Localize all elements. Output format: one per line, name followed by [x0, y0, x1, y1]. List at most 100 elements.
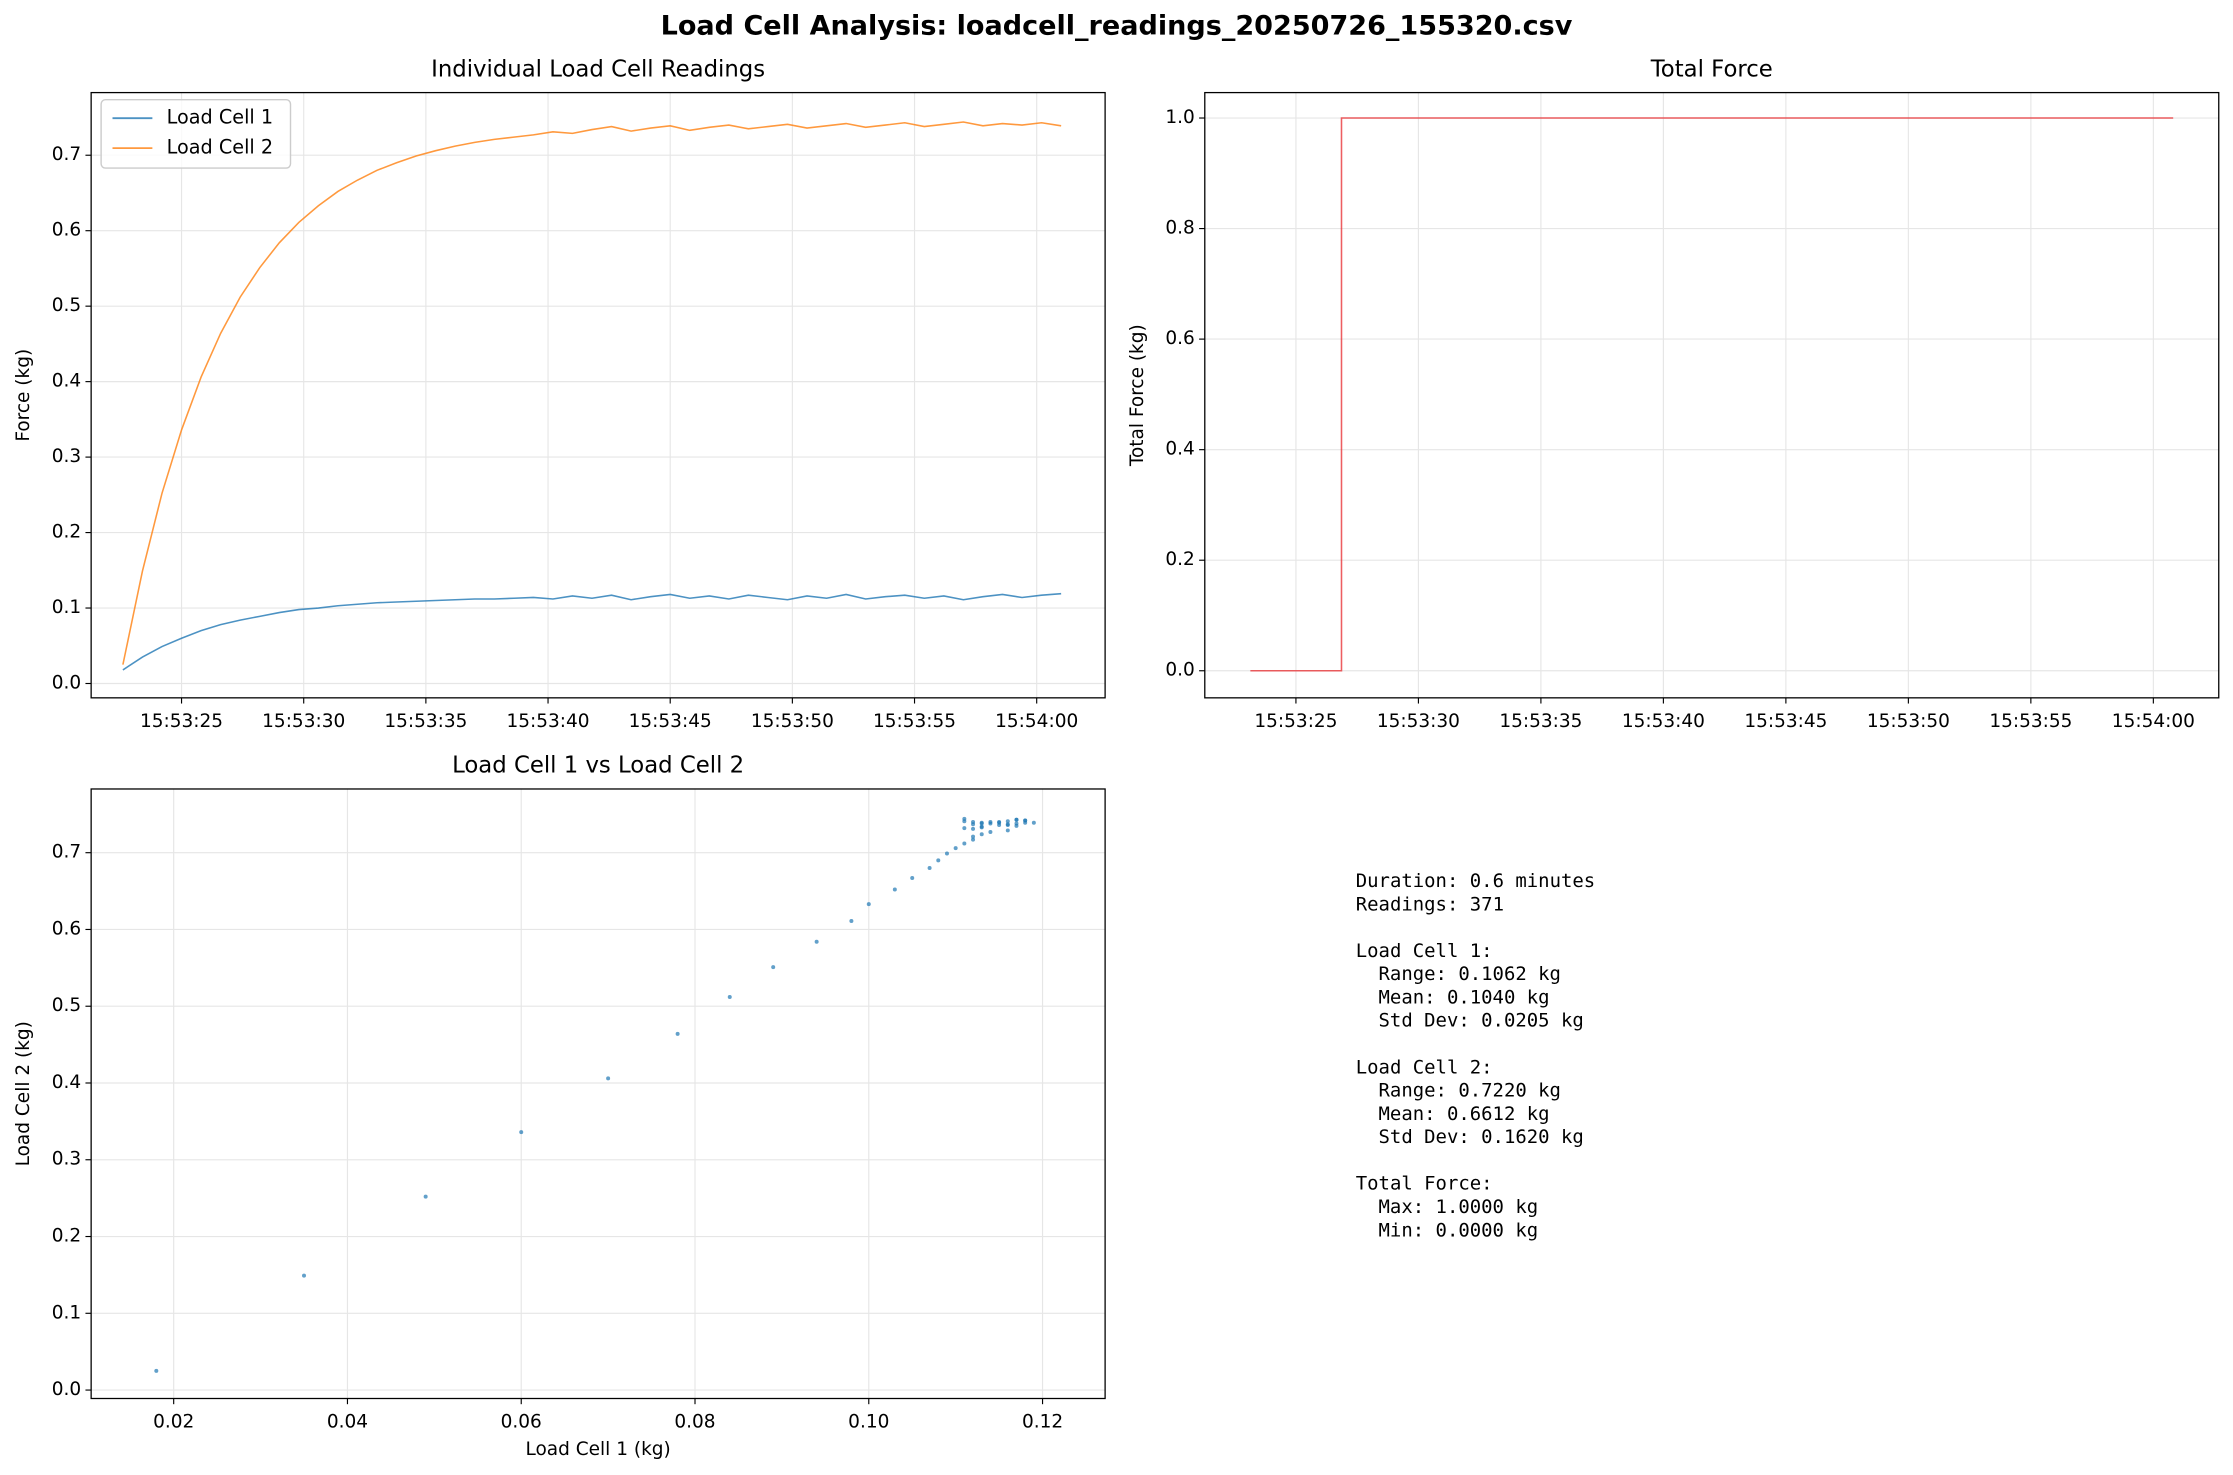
x-tick-label: 15:53:55 [1989, 711, 2072, 732]
y-tick-label: 0.4 [1165, 439, 1194, 460]
scatter-point [519, 1130, 524, 1135]
x-tick-label: 15:53:55 [873, 711, 956, 732]
scatter-point [1031, 820, 1036, 825]
stats-line: Mean: 0.1040 kg [1379, 986, 1550, 1008]
chart-title: Individual Load Cell Readings [431, 56, 765, 82]
scatter-point [1005, 823, 1010, 828]
scatter-point [302, 1273, 307, 1278]
x-tick-label: 15:54:00 [995, 711, 1078, 732]
scatter-point [979, 825, 984, 830]
y-tick-label: 0.4 [52, 1072, 81, 1093]
y-tick-label: 1.0 [1165, 107, 1194, 128]
y-tick-label: 0.5 [52, 295, 81, 316]
legend-box [100, 99, 292, 169]
scatter-point [423, 1194, 428, 1199]
scatter-point [979, 821, 984, 826]
scatter-point [962, 816, 967, 821]
scatter-point [849, 919, 854, 924]
y-tick-label: 0.0 [52, 672, 81, 693]
scatter-point [771, 965, 776, 970]
y-tick-label: 0.5 [52, 995, 81, 1016]
y-tick-label: 0.3 [52, 446, 81, 467]
stats-line: Min: 0.0000 kg [1379, 1219, 1539, 1241]
y-tick-label: 0.0 [52, 1379, 81, 1400]
x-tick-label: 15:53:35 [1499, 711, 1582, 732]
stats-line: Mean: 0.6612 kg [1379, 1103, 1550, 1125]
scatter-point [1005, 828, 1010, 833]
stats-heading: Load Cell 1: [1356, 940, 1493, 962]
scatter-point [1014, 823, 1019, 828]
y-tick-label: 0.2 [1165, 549, 1194, 570]
y-tick-label: 0.1 [52, 1302, 81, 1323]
y-tick-label: 0.3 [52, 1149, 81, 1170]
scatter-point [892, 887, 897, 892]
legend-label: Load Cell 1 [167, 106, 273, 129]
y-tick-label: 0.6 [52, 918, 81, 939]
y-tick-label: 0.0 [1165, 660, 1194, 681]
scatter-point [154, 1368, 159, 1373]
stats-line: Std Dev: 0.1620 kg [1379, 1126, 1584, 1148]
x-tick-label: 15:54:00 [2112, 711, 2195, 732]
y-tick-label: 0.4 [52, 371, 81, 392]
scatter-point [953, 846, 958, 851]
y-tick-label: 0.1 [52, 597, 81, 618]
figure-title: Load Cell Analysis: loadcell_readings_20… [661, 11, 1573, 42]
x-tick-label: 0.02 [153, 1412, 194, 1433]
y-tick-label: 0.7 [52, 144, 81, 165]
series-line [122, 592, 1062, 671]
x-tick-label: 15:53:50 [751, 711, 834, 732]
y-axis-label: Total Force (kg) [1127, 324, 1148, 467]
series-line [1250, 117, 2174, 672]
stats-line: Duration: 0.6 minutes [1356, 870, 1595, 892]
scatter-point [727, 995, 732, 1000]
axes-frame [90, 788, 1106, 1400]
x-tick-label: 15:53:30 [1377, 711, 1460, 732]
stats-heading: Total Force: [1356, 1173, 1493, 1195]
series-line [122, 121, 1062, 665]
scatter-point [1023, 818, 1028, 823]
scatter-point [910, 876, 915, 881]
x-tick-label: 15:53:45 [1744, 711, 1827, 732]
stats-line: Std Dev: 0.0205 kg [1379, 1010, 1584, 1032]
scatter-point [866, 902, 871, 907]
y-tick-label: 0.2 [52, 1226, 81, 1247]
y-axis-label: Force (kg) [13, 349, 34, 442]
chart-title: Load Cell 1 vs Load Cell 2 [452, 753, 744, 779]
x-tick-label: 15:53:40 [506, 711, 589, 732]
x-tick-label: 15:53:50 [1867, 711, 1950, 732]
scatter-point [997, 820, 1002, 825]
y-tick-label: 0.6 [1165, 328, 1194, 349]
stats-line: Max: 1.0000 kg [1379, 1196, 1539, 1218]
scatter-point [675, 1031, 680, 1036]
scatter-point [944, 851, 949, 856]
scatter-point [971, 834, 976, 839]
x-tick-label: 15:53:25 [140, 711, 223, 732]
y-tick-label: 0.2 [52, 522, 81, 543]
x-tick-label: 0.04 [327, 1412, 368, 1433]
scatter-point [962, 841, 967, 846]
scatter-point [988, 819, 993, 824]
x-tick-label: 15:53:45 [629, 711, 712, 732]
x-tick-label: 0.08 [674, 1412, 715, 1433]
stats-line: Range: 0.7220 kg [1379, 1080, 1561, 1102]
scatter-point [962, 826, 967, 831]
y-tick-label: 0.7 [52, 842, 81, 863]
scatter-point [927, 866, 932, 871]
stats-line: Readings: 371 [1356, 893, 1504, 915]
scatter-point [1005, 819, 1010, 824]
axes-frame [90, 91, 1106, 699]
x-tick-label: 0.12 [1022, 1412, 1063, 1433]
y-axis-label: Load Cell 2 (kg) [13, 1021, 34, 1166]
scatter-point [971, 826, 976, 831]
y-tick-label: 0.8 [1165, 218, 1194, 239]
x-axis-label: Load Cell 1 (kg) [525, 1439, 670, 1460]
x-tick-label: 15:53:40 [1622, 711, 1705, 732]
scatter-point [971, 837, 976, 842]
scatter-point [606, 1076, 611, 1081]
axes-frame [1204, 91, 2220, 699]
scatter-point [1014, 817, 1019, 822]
chart-title: Total Force [1650, 56, 1773, 82]
scatter-point [936, 858, 941, 863]
